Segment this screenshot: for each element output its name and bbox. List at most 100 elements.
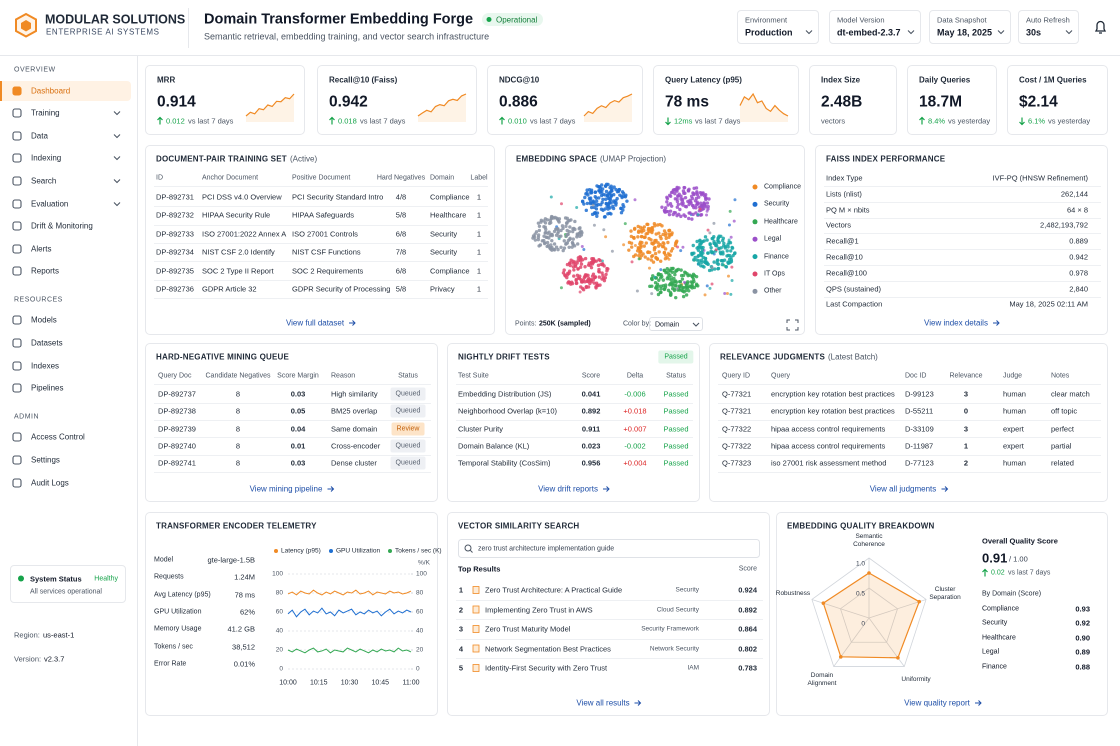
radar-tick-label: 0 bbox=[861, 620, 865, 628]
y-tick-label: 100 bbox=[272, 570, 283, 578]
scatter-point bbox=[571, 237, 575, 241]
graphics bbox=[982, 568, 988, 577]
scatter-point bbox=[583, 256, 588, 261]
card-link[interactable]: View full dataset bbox=[285, 318, 345, 328]
nav-item[interactable]: Pipelines bbox=[0, 378, 131, 398]
divider bbox=[456, 638, 763, 640]
metric-value: 0.889 bbox=[1069, 236, 1088, 246]
nav-item[interactable]: Evaluation bbox=[0, 194, 131, 214]
metric-label: Recall@1 bbox=[826, 236, 859, 246]
nav-item[interactable]: Datasets bbox=[0, 333, 131, 353]
scatter-point bbox=[669, 249, 674, 253]
scatter-point bbox=[606, 196, 611, 201]
scatter-point bbox=[544, 235, 548, 239]
nav-item[interactable]: Dashboard bbox=[0, 80, 131, 101]
scatter-point bbox=[570, 281, 575, 286]
card: DOCUMENT-PAIR TRAINING SET (Active) ID Anch… bbox=[145, 145, 495, 335]
divider bbox=[824, 249, 1101, 251]
card: NIGHTLY DRIFT TESTS Passed Test Suite Score… bbox=[447, 343, 700, 502]
nav-label: Indexes bbox=[31, 361, 60, 371]
card-link[interactable]: View quality report bbox=[904, 698, 970, 708]
table-cell: High similarity bbox=[331, 389, 378, 399]
color-by-select[interactable]: Domain bbox=[649, 317, 703, 331]
version-value: v2.3.7 bbox=[44, 654, 65, 664]
filter-dropdown[interactable]: Auto Refresh 30s bbox=[1018, 10, 1079, 44]
scatter-point bbox=[700, 192, 705, 196]
kpi-card: Query Latency (p95) 78 ms 12ms vs last 7 da… bbox=[653, 65, 799, 135]
scatter-point bbox=[589, 205, 594, 210]
scatter-point bbox=[594, 281, 599, 285]
page-title: Domain Transformer Embedding Forge bbox=[204, 11, 474, 28]
search-icon bbox=[469, 549, 473, 553]
scatter-point bbox=[616, 189, 621, 194]
nav-item[interactable]: Alerts bbox=[0, 239, 131, 259]
table-cell: Cluster Purity bbox=[458, 424, 504, 434]
kpi-delta: 0.012 bbox=[166, 116, 185, 126]
scatter-point bbox=[600, 271, 604, 275]
table-cell: Passed bbox=[663, 424, 689, 434]
filter-dropdown[interactable]: Environment Production bbox=[737, 10, 819, 44]
nav-item[interactable]: Drift & Monitoring bbox=[0, 216, 131, 236]
graphics bbox=[349, 320, 356, 326]
result-title[interactable]: Zero Trust Architecture: A Practical Gui… bbox=[485, 585, 623, 595]
divider bbox=[824, 185, 1101, 187]
scatter-point bbox=[712, 260, 716, 264]
kpi-card: Recall@10 (Faiss) 0.942 0.018 vs last 7 day… bbox=[317, 65, 477, 135]
table-cell: Review bbox=[391, 422, 425, 436]
nav-item[interactable]: Indexing bbox=[0, 148, 131, 168]
table-cell: Queued bbox=[390, 439, 426, 453]
result-title[interactable]: Identity-First Security with Zero Trust bbox=[485, 663, 608, 673]
nav-item[interactable]: Training bbox=[0, 103, 131, 123]
scatter-point bbox=[717, 234, 721, 238]
logo-inner bbox=[21, 20, 31, 32]
scatter-point bbox=[575, 206, 579, 210]
quality-note: vs last 7 days bbox=[1008, 569, 1051, 577]
table-cell: Compliance bbox=[430, 192, 470, 202]
result-title[interactable]: Network Segmentation Best Practices bbox=[485, 644, 611, 653]
nav-item[interactable]: Search bbox=[0, 171, 131, 191]
card-link[interactable]: View drift reports bbox=[538, 484, 598, 494]
divider bbox=[456, 658, 763, 660]
card-link[interactable]: View mining pipeline bbox=[249, 484, 323, 494]
chevron-icon bbox=[113, 111, 121, 116]
scatter-point bbox=[677, 192, 681, 196]
scatter-point bbox=[568, 225, 572, 229]
nav-item[interactable]: Reports bbox=[0, 261, 131, 281]
nav-item[interactable]: Settings bbox=[0, 450, 131, 470]
scatter-point bbox=[688, 284, 692, 288]
scatter-point bbox=[648, 284, 652, 289]
result-title[interactable]: Implementing Zero Trust in AWS bbox=[485, 605, 593, 614]
nav-section-title: ADMIN bbox=[14, 413, 40, 421]
nav-item[interactable]: Indexes bbox=[0, 356, 131, 376]
divider bbox=[456, 454, 693, 456]
card-link[interactable]: View all judgments bbox=[869, 484, 937, 494]
scatter-point bbox=[554, 233, 559, 237]
nav-item[interactable]: Data bbox=[0, 126, 131, 146]
nav-label: Evaluation bbox=[31, 199, 69, 208]
scatter-point bbox=[650, 292, 654, 296]
search-box bbox=[458, 539, 760, 558]
scatter-point bbox=[600, 200, 604, 205]
nav-item[interactable]: Access Control bbox=[0, 427, 131, 447]
graphics bbox=[329, 116, 335, 125]
scatter-point bbox=[727, 240, 731, 244]
nav-item[interactable]: Models bbox=[0, 310, 131, 330]
legend-swatch bbox=[752, 271, 758, 277]
filter-dropdown[interactable]: Model Version dt-embed-2.3.7 bbox=[829, 10, 921, 44]
result-title[interactable]: Zero Trust Maturity Model bbox=[485, 624, 571, 634]
table-cell: Same domain bbox=[331, 424, 378, 434]
scatter-point bbox=[549, 195, 553, 199]
table-cell: Passed bbox=[663, 441, 689, 451]
scatter-point bbox=[673, 283, 678, 288]
scatter-point bbox=[659, 287, 663, 291]
scatter-point bbox=[668, 290, 672, 294]
nav-item[interactable]: Audit Logs bbox=[0, 473, 131, 493]
scatter-point bbox=[668, 269, 673, 273]
table-cell: 5/8 bbox=[395, 210, 407, 220]
divider bbox=[154, 437, 431, 439]
scatter-point bbox=[659, 284, 663, 288]
y2-tick-label: 0 bbox=[416, 665, 420, 673]
card-link[interactable]: View index details bbox=[924, 318, 988, 328]
filter-dropdown[interactable]: Data Snapshot May 18, 2025 bbox=[929, 10, 1011, 44]
card-link[interactable]: View all results bbox=[576, 698, 630, 708]
